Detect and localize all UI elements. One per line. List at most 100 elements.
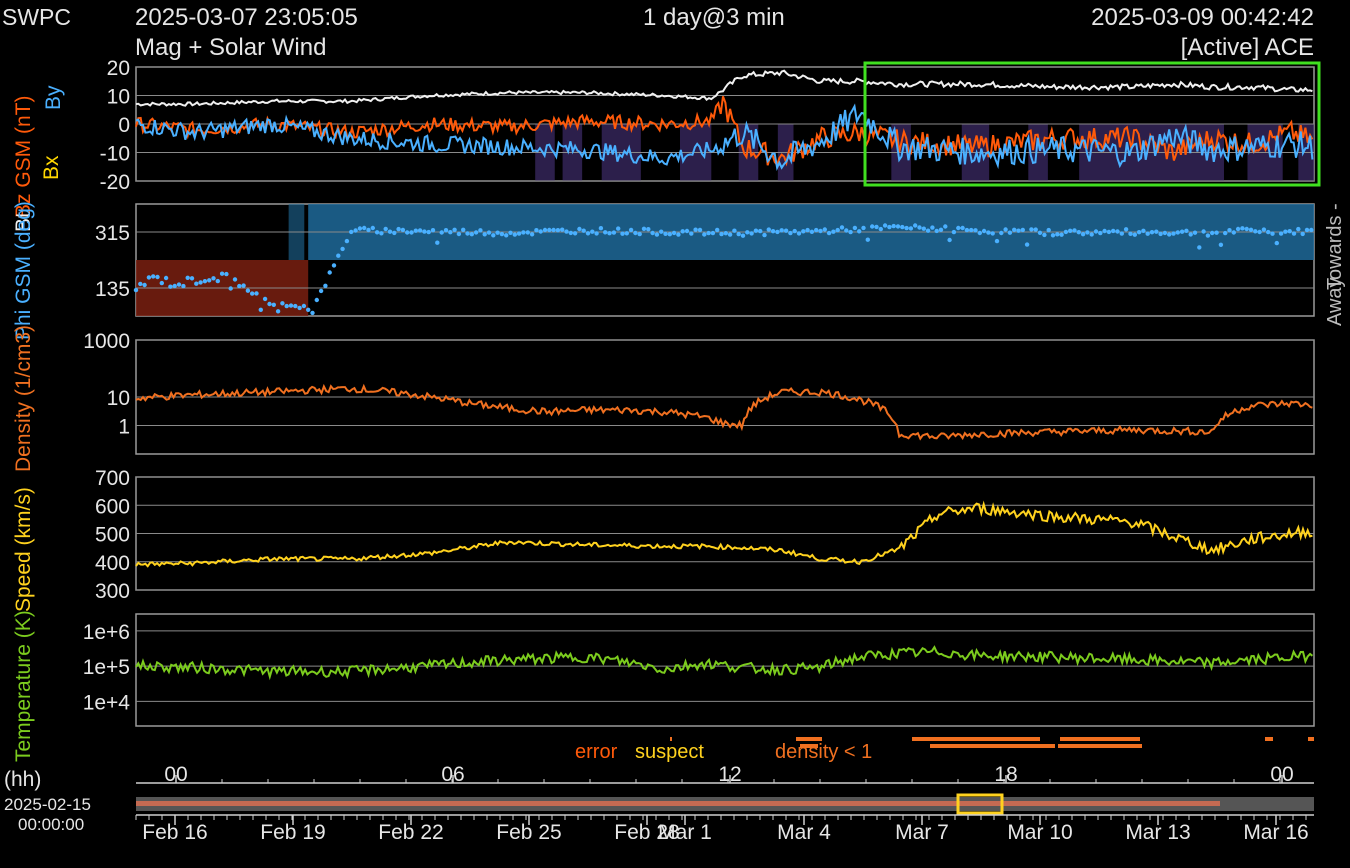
phi-point [964,227,970,233]
phi-point [818,228,823,234]
speed-ytick-2: 500 [95,524,130,547]
phi-point [366,227,371,233]
phi-point [521,230,526,235]
phi-point [202,279,208,284]
phi-point [1205,233,1211,238]
phi-point [822,227,827,232]
phi-point [168,284,173,289]
mag-ytick-1: 10 [107,86,130,109]
phi-point [516,231,522,236]
phi-point [1266,229,1271,235]
phi-point [641,226,647,231]
phi-point [874,224,879,230]
phi-point [1179,229,1185,234]
phi-point [671,230,677,236]
phi-point [215,278,220,284]
phi-point [1223,230,1228,236]
phi-point [616,226,621,231]
phi-point [271,302,276,307]
phi-point [211,276,216,281]
phi-point [465,231,470,236]
phi-point [581,228,586,233]
phi-point [1167,232,1172,237]
phi-point [194,281,199,286]
ref-time: 00:00:00 [18,815,85,834]
phi-point [439,230,444,235]
date-label-4: Feb 28 [614,821,679,844]
phi-point [331,263,337,268]
phi-point [1119,231,1125,236]
phi-point [491,233,496,238]
date-label-1: Feb 19 [260,821,325,844]
phi-point [732,228,737,233]
phi-point [839,225,845,230]
hour-label-4: 00 [1270,763,1293,786]
duration-label[interactable]: 1 day@3 min [643,4,785,31]
phi-point [207,278,212,283]
speed-ytick-1: 600 [95,495,130,518]
phi-point [960,225,965,231]
phi-point [1154,229,1159,234]
phi-point [598,226,604,231]
phi-point [938,227,944,232]
timeline-window-marker [956,793,1004,815]
phi-point [443,228,449,233]
source-label[interactable]: [Active] ACE [1180,34,1314,61]
dens-ytick-0: 1000 [83,330,130,353]
phi-point [1240,226,1245,231]
phi-point [1089,232,1094,237]
series-bt [135,69,1313,107]
phi-point [258,307,263,312]
phi-point [977,230,982,236]
phi-point [172,283,177,289]
phi-point [1162,230,1168,236]
date-label-10: Mar 16 [1243,821,1308,844]
phi-point [280,301,285,306]
phi-point [801,229,806,234]
date-label-8: Mar 10 [1007,821,1072,844]
phi-point [1136,230,1142,235]
phi-point [758,228,763,234]
phi-point [594,231,599,236]
error-flag-label: error [575,741,618,763]
phi-point [349,229,354,235]
series-temperature [135,645,1314,681]
phi-point [254,291,259,296]
date-label-0: Feb 16 [142,821,207,844]
phi-point [878,226,883,232]
phi-point [392,230,397,236]
phi-point [159,280,164,286]
phi-point [1072,228,1077,233]
dens-ytick-1: 10 [107,387,130,410]
phi-point [1210,230,1215,236]
phi-point [603,230,608,235]
phi-point [1003,227,1008,232]
phi-point [986,230,991,235]
phi-point [262,296,268,302]
phi-point [611,230,617,235]
date-label-5: Mar 1 [658,821,712,844]
phi-point [564,229,569,234]
phi-point [1115,229,1120,234]
phi-point [1227,228,1232,233]
date-label-7: Mar 7 [895,821,949,844]
phi-point [1197,245,1202,250]
phi-point [189,276,195,281]
phi-point [245,288,251,293]
phi-point [1111,228,1116,234]
phi-point [396,226,401,232]
phi-point [693,227,698,232]
phi-point [857,229,862,234]
phi-point [891,223,896,229]
phi-point [529,232,535,237]
phi-point [788,230,793,236]
phi-point [663,231,668,236]
flag-bar-8 [670,737,672,741]
phi-point [405,230,410,235]
mag-ytick-2: 0 [118,114,130,137]
speed-ytick-4: 300 [95,580,130,603]
flag-bar-1 [930,744,1055,748]
phi-point [314,297,319,303]
phi-point [534,228,539,233]
